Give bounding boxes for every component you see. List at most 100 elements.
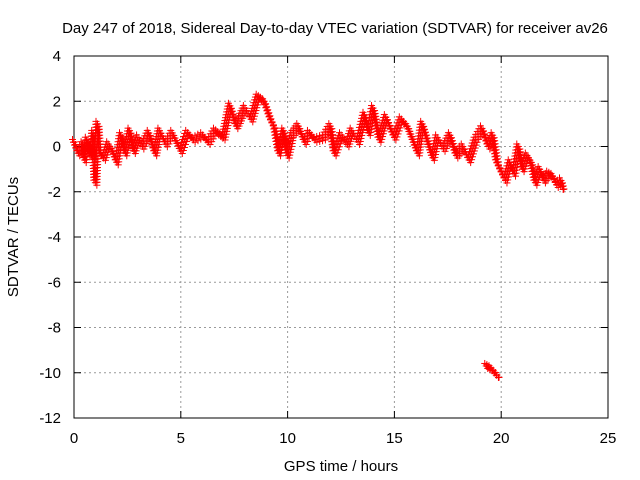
data-point (228, 111, 236, 119)
x-tick-label: 20 (493, 430, 510, 447)
data-point (431, 153, 439, 161)
data-point (358, 131, 366, 139)
data-point (383, 116, 391, 124)
data-point (432, 148, 440, 156)
data-point (288, 142, 296, 150)
data-point (496, 165, 504, 173)
data-point (125, 127, 133, 135)
data-point (527, 162, 535, 170)
data-point (285, 154, 293, 162)
x-tick-label: 25 (600, 430, 617, 447)
data-point (310, 133, 318, 141)
data-point (261, 101, 269, 109)
data-point (222, 130, 230, 138)
data-point (467, 159, 475, 167)
data-point (493, 159, 501, 167)
data-point (221, 136, 229, 144)
data-point (471, 144, 479, 152)
y-tick-label: -2 (48, 184, 61, 201)
data-point (289, 137, 297, 145)
y-tick-label: -8 (48, 320, 61, 337)
data-point (368, 102, 376, 110)
data-point (134, 134, 142, 142)
data-point (229, 114, 237, 122)
data-point (468, 156, 476, 164)
data-point (191, 132, 199, 140)
data-point (380, 111, 388, 119)
data-point (263, 107, 271, 115)
data-point (116, 132, 124, 140)
data-point (272, 137, 280, 145)
data-point (194, 137, 202, 145)
data-point (382, 113, 390, 121)
data-point (548, 172, 556, 180)
data-point (287, 145, 295, 153)
data-point (556, 174, 564, 182)
data-point (299, 135, 307, 143)
data-point (269, 122, 277, 130)
data-point (418, 123, 426, 131)
data-point (143, 126, 151, 134)
data-point (479, 128, 487, 136)
data-point (528, 167, 536, 175)
data-point (370, 116, 378, 124)
data-point (472, 141, 480, 149)
data-point (224, 99, 232, 107)
data-point (188, 133, 196, 141)
data-point (420, 129, 428, 137)
y-tick-label: -12 (39, 410, 61, 427)
data-point (126, 133, 134, 141)
data-point (504, 176, 512, 184)
data-point (83, 140, 91, 148)
data-point (503, 179, 511, 187)
data-point (557, 180, 565, 188)
data-point (444, 129, 452, 137)
x-tick-label: 15 (386, 430, 403, 447)
x-axis-label: GPS time / hours (284, 458, 398, 475)
y-tick-label: 4 (53, 48, 61, 65)
data-point (418, 120, 426, 128)
data-point (313, 132, 321, 140)
data-point (469, 150, 477, 158)
data-point (367, 125, 375, 133)
data-point (422, 135, 430, 143)
data-point (270, 128, 278, 136)
data-point (359, 108, 367, 116)
data-point (224, 122, 232, 130)
data-point (126, 136, 134, 144)
data-point (115, 129, 123, 137)
data-point (367, 128, 375, 136)
data-point (316, 132, 324, 140)
data-point (448, 140, 456, 148)
y-tick-label: 2 (53, 93, 61, 110)
data-point (433, 145, 441, 153)
data-point (447, 137, 455, 145)
data-point (194, 130, 202, 138)
data-point (430, 156, 438, 164)
x-tick-label: 0 (70, 430, 78, 447)
y-tick-label: 0 (53, 139, 61, 156)
data-point (225, 102, 233, 110)
data-point (279, 130, 287, 138)
data-point (449, 143, 457, 151)
data-point (286, 151, 294, 159)
data-point (491, 369, 499, 377)
data-point (421, 132, 429, 140)
ticks-layer (73, 55, 609, 419)
data-point (268, 119, 276, 127)
data-point (270, 125, 278, 133)
data-point (145, 132, 153, 140)
data-point (301, 132, 309, 140)
data-point (259, 95, 267, 103)
data-point (286, 148, 294, 156)
data-point (366, 131, 374, 139)
data-point (550, 175, 558, 183)
data-point (368, 104, 376, 112)
data-point (82, 136, 90, 144)
data-point (227, 108, 235, 116)
x-tick-label: 10 (279, 430, 296, 447)
data-point (445, 132, 453, 140)
data-point (265, 113, 273, 121)
data-point (124, 124, 132, 132)
